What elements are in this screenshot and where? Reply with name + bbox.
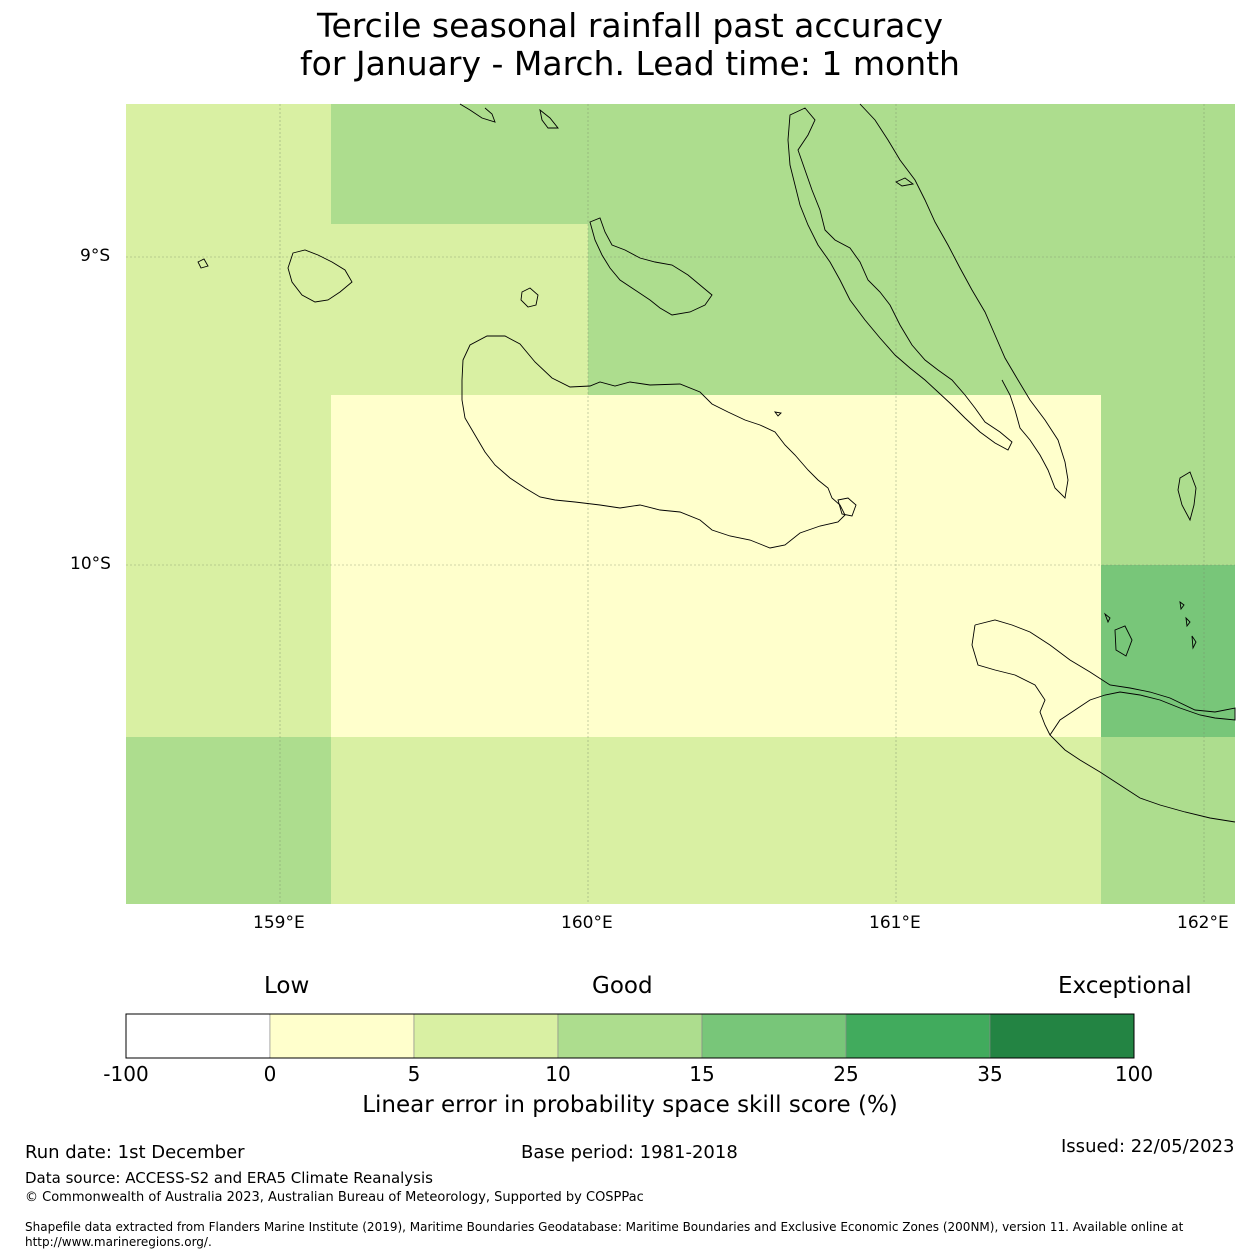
islet: [1104, 612, 1111, 624]
colorbar-tick: 0: [263, 1062, 277, 1086]
lat-label-9s: 9°S: [80, 246, 111, 266]
colorbar-tick: -100: [103, 1062, 149, 1086]
grid-cell: [1101, 737, 1235, 904]
colorbar-swatch: [701, 1013, 847, 1059]
lon-label-159e: 159°E: [253, 913, 305, 933]
islet: [895, 177, 915, 187]
malaita-island: [787, 107, 1013, 451]
colorbar-swatch: [845, 1013, 991, 1059]
grid-cell: [126, 104, 331, 737]
colorbar-label-good: Good: [592, 973, 653, 999]
colorbar-tick: 10: [545, 1062, 571, 1086]
colorbar-tick: 15: [689, 1062, 715, 1086]
chart-title-line2: for January - March. Lead time: 1 month: [300, 44, 960, 83]
islet: [773, 411, 782, 417]
colorbar-tick: 5: [407, 1062, 421, 1086]
grid-cell: [126, 737, 331, 904]
base-period: Base period: 1981-2018: [521, 1142, 738, 1163]
colorbar-label-exceptional: Exceptional: [1058, 973, 1192, 999]
issued-date: Issued: 22/05/2023: [1061, 1136, 1235, 1157]
colorbar-swatch: [557, 1013, 703, 1059]
islet: [539, 108, 559, 129]
colorbar-swatch: [413, 1013, 559, 1059]
colorbar-label-low: Low: [264, 973, 310, 999]
islet: [837, 497, 857, 517]
colorbar-outline: [125, 1013, 1135, 1059]
islet: [1179, 600, 1185, 611]
lon-label-160e: 160°E: [561, 913, 613, 933]
colorbar-swatch: [989, 1013, 1135, 1059]
islet: [1114, 625, 1133, 657]
colorbar-tick: 25: [833, 1062, 859, 1086]
grid-cell: [588, 104, 1235, 395]
run-date: Run date: 1st December: [25, 1142, 245, 1163]
lat-label-10s: 10°S: [70, 554, 111, 574]
savo-island: [520, 287, 539, 308]
grid-cell: [1101, 565, 1235, 737]
colorbar-tick: 100: [1114, 1062, 1154, 1086]
guadalcanal-island: [461, 335, 846, 549]
lon-label-162e: 162°E: [1177, 913, 1229, 933]
chart-title-line1: Tercile seasonal rainfall past accuracy: [316, 6, 944, 45]
islet: [1185, 616, 1191, 628]
shapefile-credit-line1: Shapefile data extracted from Flanders M…: [25, 1220, 1184, 1234]
data-source: Data source: ACCESS-S2 and ERA5 Climate …: [25, 1169, 433, 1187]
islet: [197, 258, 209, 269]
makira-west: [971, 624, 1051, 736]
colorbar-swatch: [269, 1013, 415, 1059]
shapefile-credit-line2: http://www.marineregions.org/.: [25, 1235, 212, 1249]
nggela-island: [589, 217, 713, 316]
copyright-notice: © Commonwealth of Australia 2023, Austra…: [25, 1190, 644, 1205]
grid-cell: [1101, 395, 1235, 565]
islet: [1177, 471, 1197, 522]
colorbar-swatch: [125, 1013, 271, 1059]
colorbar-title: Linear error in probability space skill …: [362, 1092, 898, 1118]
coastlines: [197, 103, 1236, 823]
russell-islands: [287, 249, 353, 303]
makira-island: [974, 619, 1236, 823]
islet: [459, 103, 496, 123]
lon-label-161e: 161°E: [869, 913, 921, 933]
grid-cell: [331, 395, 1101, 737]
grid-cell: [331, 737, 1101, 904]
colorbar-tick: 35: [977, 1062, 1003, 1086]
grid-cell: [331, 224, 588, 395]
skill-grid: [126, 104, 1235, 904]
malaita-coast: [859, 103, 1069, 499]
islet: [1191, 635, 1197, 650]
